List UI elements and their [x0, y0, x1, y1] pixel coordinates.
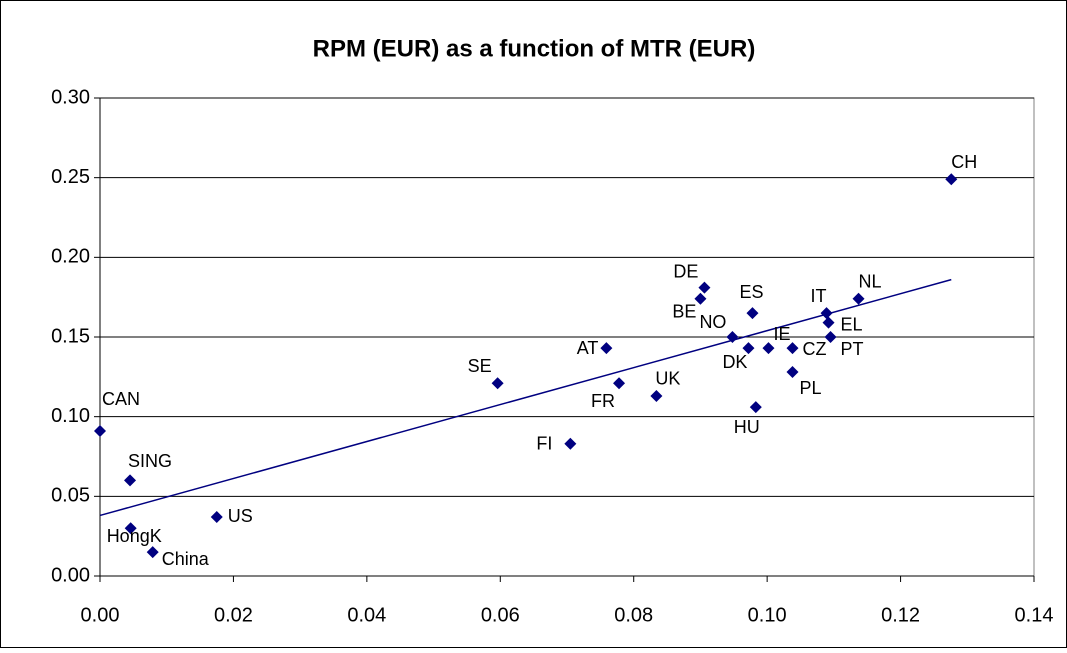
point — [94, 425, 106, 438]
point — [746, 307, 759, 320]
point-label: NL — [859, 272, 882, 292]
point-label: CZ — [802, 339, 826, 359]
point — [650, 389, 663, 402]
point — [786, 366, 799, 379]
point-label: FI — [536, 434, 552, 454]
y-tick-label: 0.10 — [51, 405, 90, 427]
trendline — [99, 278, 952, 517]
y-tick-label: 0.05 — [51, 485, 90, 507]
point — [600, 342, 613, 355]
point-label: DK — [722, 352, 747, 372]
point — [945, 173, 958, 186]
point — [124, 474, 137, 487]
y-tick-label: 0.30 — [51, 86, 90, 108]
y-tick-label: 0.00 — [51, 564, 90, 586]
point-label: US — [228, 506, 253, 526]
point — [210, 511, 223, 524]
point-label: IT — [811, 286, 827, 306]
y-tick-label: 0.25 — [51, 166, 90, 188]
point — [726, 331, 739, 343]
point-label: CAN — [102, 389, 140, 409]
x-tick-label: 0.02 — [214, 604, 253, 626]
point-label: IE — [773, 324, 790, 344]
point-label: SING — [128, 451, 172, 471]
x-tick-label: 0.10 — [748, 604, 787, 626]
point — [613, 377, 626, 390]
point — [698, 281, 711, 294]
point — [564, 437, 577, 450]
point — [491, 377, 504, 390]
y-tick-label: 0.20 — [51, 246, 90, 268]
point — [742, 342, 755, 355]
point — [822, 316, 835, 329]
x-tick-label: 0.04 — [347, 604, 386, 626]
point-label: NO — [699, 312, 726, 332]
point-label: FR — [591, 391, 615, 411]
point — [762, 342, 775, 355]
point — [820, 307, 833, 320]
x-tick-label: 0.12 — [881, 604, 920, 626]
point-label: China — [162, 549, 210, 569]
point-label: SE — [468, 356, 492, 376]
y-tick-label: 0.15 — [51, 325, 90, 347]
chart-title: RPM (EUR) as a function of MTR (EUR) — [313, 35, 756, 62]
point-label: UK — [655, 369, 680, 389]
point — [824, 331, 837, 343]
point-label: AT — [577, 338, 599, 358]
point-label: BE — [672, 302, 696, 322]
point-label: HU — [734, 417, 760, 437]
point-label: ES — [739, 282, 763, 302]
point — [694, 292, 707, 305]
x-tick-label: 0.14 — [1015, 604, 1054, 626]
x-tick-label: 0.00 — [81, 604, 120, 626]
point-label: PL — [799, 378, 821, 398]
point-label: HongK — [107, 526, 162, 546]
point — [786, 342, 799, 355]
x-tick-label: 0.06 — [481, 604, 520, 626]
point-label: CH — [951, 152, 977, 172]
point — [852, 292, 865, 305]
point-label: EL — [841, 314, 863, 334]
x-tick-label: 0.08 — [614, 604, 653, 626]
point — [124, 522, 137, 535]
point — [749, 401, 762, 414]
point-label: DE — [673, 261, 698, 281]
point — [146, 546, 159, 559]
point-label: PT — [841, 339, 864, 359]
